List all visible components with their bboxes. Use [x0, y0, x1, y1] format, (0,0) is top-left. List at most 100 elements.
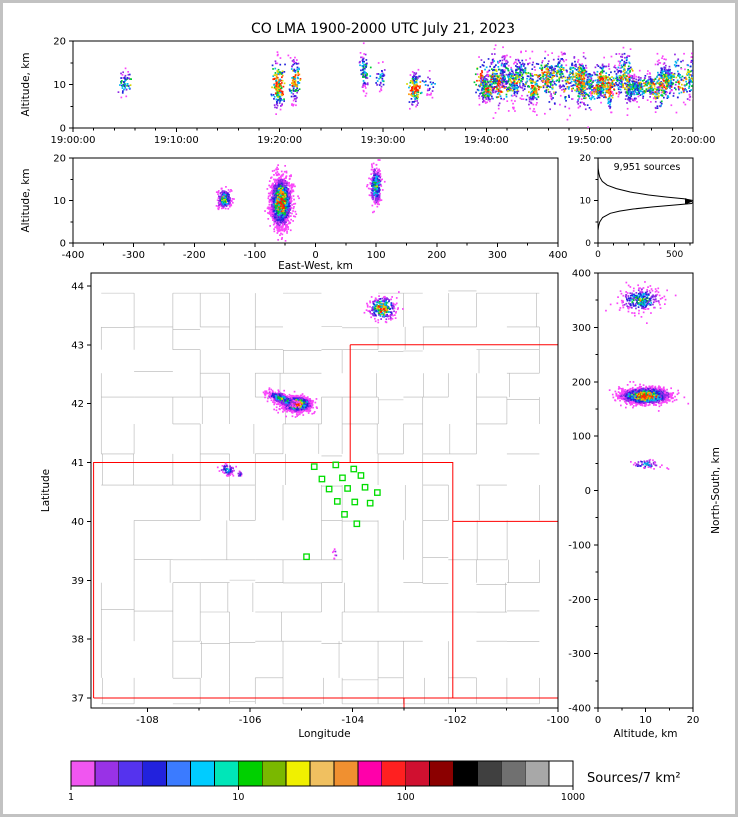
tick-label: -400 — [62, 250, 85, 261]
station-marker — [358, 473, 363, 478]
ns-panel-xlabel: Altitude, km — [613, 728, 677, 740]
tick-label: 1 — [68, 792, 74, 803]
colorbar-cell — [501, 761, 525, 786]
tick-label: 10 — [580, 197, 592, 207]
colorbar-label: Sources/7 km² — [587, 771, 681, 786]
time-panel-ylabel: Altitude, km — [20, 52, 32, 116]
tick-label: -100 — [244, 250, 267, 261]
colorbar-cell — [262, 761, 286, 786]
colorbar-cell — [95, 761, 119, 786]
ns-panel-ylabel: North-South, km — [710, 447, 722, 534]
station-marker — [352, 499, 357, 504]
tick-label: 10 — [53, 80, 66, 91]
tick-label: 0 — [312, 250, 318, 261]
tick-label: 0 — [60, 124, 66, 135]
tick-label: 37 — [71, 693, 84, 704]
lightning-scatter-points — [605, 281, 689, 470]
tick-label: 42 — [71, 399, 84, 410]
ew-panel-ylabel: Altitude, km — [20, 168, 32, 232]
colorbar-cell — [382, 761, 406, 786]
figure-title: CO LMA 1900-2000 UTC July 21, 2023 — [251, 21, 515, 37]
tick-label: -104 — [341, 715, 364, 726]
tick-label: 100 — [572, 432, 591, 443]
tick-label: 200 — [427, 250, 446, 261]
tick-label: 300 — [488, 250, 507, 261]
colorbar-cell — [214, 761, 238, 786]
tick-label: 0 — [585, 239, 591, 249]
tick-label: 41 — [71, 458, 84, 469]
tick-label: 39 — [71, 576, 84, 587]
lightning-scatter-points — [216, 159, 386, 245]
colorbar-cell — [430, 761, 454, 786]
tick-label: -100 — [547, 715, 570, 726]
station-marker — [362, 485, 367, 490]
station-marker — [340, 475, 345, 480]
tick-label: 43 — [71, 340, 84, 351]
tick-label: 19:30:00 — [361, 135, 406, 146]
tick-label: -400 — [568, 704, 591, 715]
colorbar-cell — [286, 761, 310, 786]
tick-label: 19:50:00 — [567, 135, 612, 146]
station-marker — [312, 464, 317, 469]
tick-label: 10 — [639, 715, 652, 726]
tick-label: 10 — [232, 792, 244, 803]
tick-label: 200 — [572, 377, 591, 388]
tick-label: 40 — [71, 517, 84, 528]
tick-label: 0 — [595, 250, 601, 260]
station-marker — [354, 521, 359, 526]
lightning-scatter-points — [217, 291, 404, 559]
tick-label: -100 — [568, 540, 591, 551]
station-marker — [345, 486, 350, 491]
tick-label: -200 — [568, 595, 591, 606]
tick-label: 100 — [397, 792, 415, 803]
tick-label: 400 — [548, 250, 567, 261]
tick-label: 19:00:00 — [51, 135, 96, 146]
station-marker — [319, 476, 324, 481]
county-boundaries — [101, 291, 539, 704]
tick-label: 19:20:00 — [257, 135, 302, 146]
tick-label: -300 — [122, 250, 145, 261]
tick-label: 38 — [71, 635, 84, 646]
station-marker — [326, 486, 331, 491]
station-marker — [342, 512, 347, 517]
station-marker — [351, 466, 356, 471]
map-xlabel: Longitude — [298, 728, 350, 740]
colorbar-cell — [191, 761, 215, 786]
state-border-line — [94, 463, 453, 699]
tick-label: 500 — [666, 250, 683, 260]
colorbar-cell — [143, 761, 167, 786]
station-marker — [333, 462, 338, 467]
colorbar-cell — [119, 761, 143, 786]
tick-label: -300 — [568, 649, 591, 660]
axes-frame — [91, 273, 558, 708]
tick-label: 20 — [53, 154, 66, 165]
colorbar-cell — [310, 761, 334, 786]
ew-panel-xlabel: East-West, km — [278, 260, 353, 272]
colorbar-cell — [549, 761, 573, 786]
station-marker — [375, 490, 380, 495]
station-marker — [367, 500, 372, 505]
tick-label: -108 — [136, 715, 159, 726]
colorbar-cell — [238, 761, 262, 786]
axes-frame — [598, 273, 693, 708]
colorbar-cell — [406, 761, 430, 786]
map-content — [94, 291, 558, 708]
tick-label: 0 — [595, 715, 601, 726]
colorbar-cell — [167, 761, 191, 786]
colorbar-cell — [525, 761, 549, 786]
lma-composite-plot: CO LMA 1900-2000 UTC July 21, 2023 Altit… — [3, 3, 735, 814]
tick-label: -102 — [444, 715, 467, 726]
tick-label: 300 — [572, 323, 591, 334]
colorbar-cell — [477, 761, 501, 786]
tick-label: -106 — [239, 715, 262, 726]
tick-label: 20:00:00 — [671, 135, 716, 146]
tick-label: -200 — [183, 250, 206, 261]
map-ylabel: Latitude — [40, 469, 52, 512]
tick-label: 100 — [367, 250, 386, 261]
tick-label: 0 — [60, 239, 66, 250]
